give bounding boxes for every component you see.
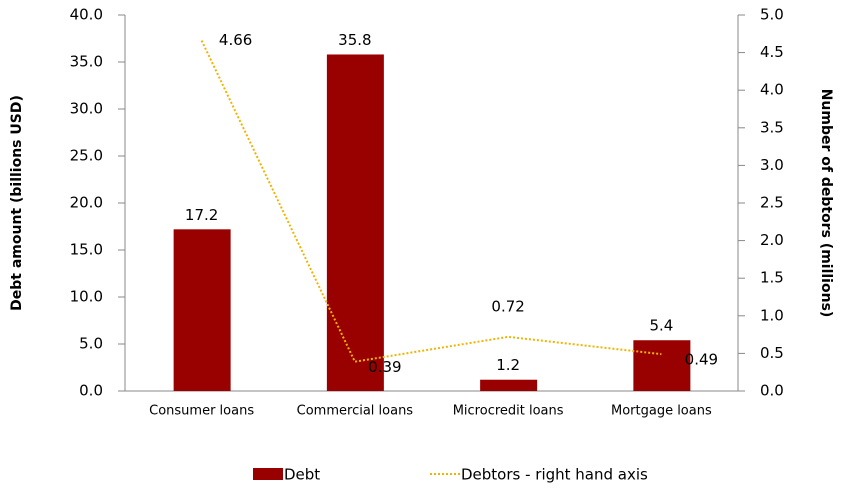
y-tick-label: 25.0 bbox=[70, 147, 103, 165]
y2-tick-label: 4.5 bbox=[760, 43, 784, 61]
y2-tick-label: 1.0 bbox=[760, 306, 784, 324]
legend-swatch bbox=[253, 468, 283, 480]
y-tick-label: 15.0 bbox=[70, 241, 103, 259]
y-tick-label: 5.0 bbox=[79, 335, 103, 353]
bar bbox=[480, 379, 538, 391]
y2-tick-label: 0.5 bbox=[760, 344, 784, 362]
x-tick-label: Consumer loans bbox=[149, 404, 254, 419]
value-label: 17.2 bbox=[185, 206, 218, 224]
y2-tick-label: 3.5 bbox=[760, 118, 784, 136]
bar bbox=[173, 229, 231, 391]
y2-tick-label: 0.0 bbox=[760, 382, 784, 400]
y-tick-label: 0.0 bbox=[79, 382, 103, 400]
x-tick-label: Microcredit loans bbox=[453, 404, 564, 419]
x-tick-label: Mortgage loans bbox=[611, 404, 712, 419]
x-tick-label: Commercial loans bbox=[297, 404, 414, 419]
value-label: 0.72 bbox=[491, 297, 524, 315]
value-label: 0.49 bbox=[685, 351, 718, 369]
value-label: 35.8 bbox=[338, 31, 371, 49]
y-tick-label: 30.0 bbox=[70, 100, 103, 118]
value-label: 1.2 bbox=[496, 356, 520, 374]
value-label: 5.4 bbox=[649, 317, 673, 335]
y2-tick-label: 1.5 bbox=[760, 269, 784, 287]
y-tick-label: 35.0 bbox=[70, 53, 103, 71]
y2-tick-label: 3.0 bbox=[760, 156, 784, 174]
y2-axis-title: Number of debtors (millions) bbox=[818, 89, 834, 318]
y2-tick-label: 5.0 bbox=[760, 6, 784, 24]
bar bbox=[326, 54, 384, 391]
y2-tick-label: 2.0 bbox=[760, 231, 784, 249]
legend-label: Debt bbox=[284, 466, 320, 484]
y-tick-label: 40.0 bbox=[70, 6, 103, 24]
value-label: 4.66 bbox=[219, 31, 252, 49]
line bbox=[200, 40, 662, 363]
y-axis-title: Debt amount (billions USD) bbox=[9, 95, 25, 311]
value-label: 0.39 bbox=[368, 358, 401, 376]
bar bbox=[633, 340, 691, 391]
y-tick-label: 10.0 bbox=[70, 288, 103, 306]
legend-label: Debtors - right hand axis bbox=[461, 466, 648, 484]
y2-tick-label: 2.5 bbox=[760, 194, 784, 212]
y2-tick-label: 4.0 bbox=[760, 81, 784, 99]
y-tick-label: 20.0 bbox=[70, 194, 103, 212]
